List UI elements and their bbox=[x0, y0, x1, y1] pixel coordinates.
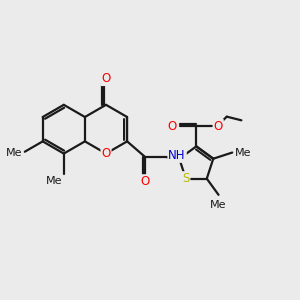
Text: Me: Me bbox=[6, 148, 22, 158]
Text: O: O bbox=[214, 120, 223, 133]
Text: Me: Me bbox=[46, 176, 62, 186]
Text: O: O bbox=[101, 72, 111, 85]
Text: O: O bbox=[167, 120, 176, 133]
Text: O: O bbox=[141, 175, 150, 188]
Text: O: O bbox=[101, 147, 111, 160]
Text: Me: Me bbox=[210, 200, 227, 210]
Text: NH: NH bbox=[168, 149, 186, 162]
Text: S: S bbox=[182, 172, 190, 185]
Text: Me: Me bbox=[235, 148, 251, 158]
